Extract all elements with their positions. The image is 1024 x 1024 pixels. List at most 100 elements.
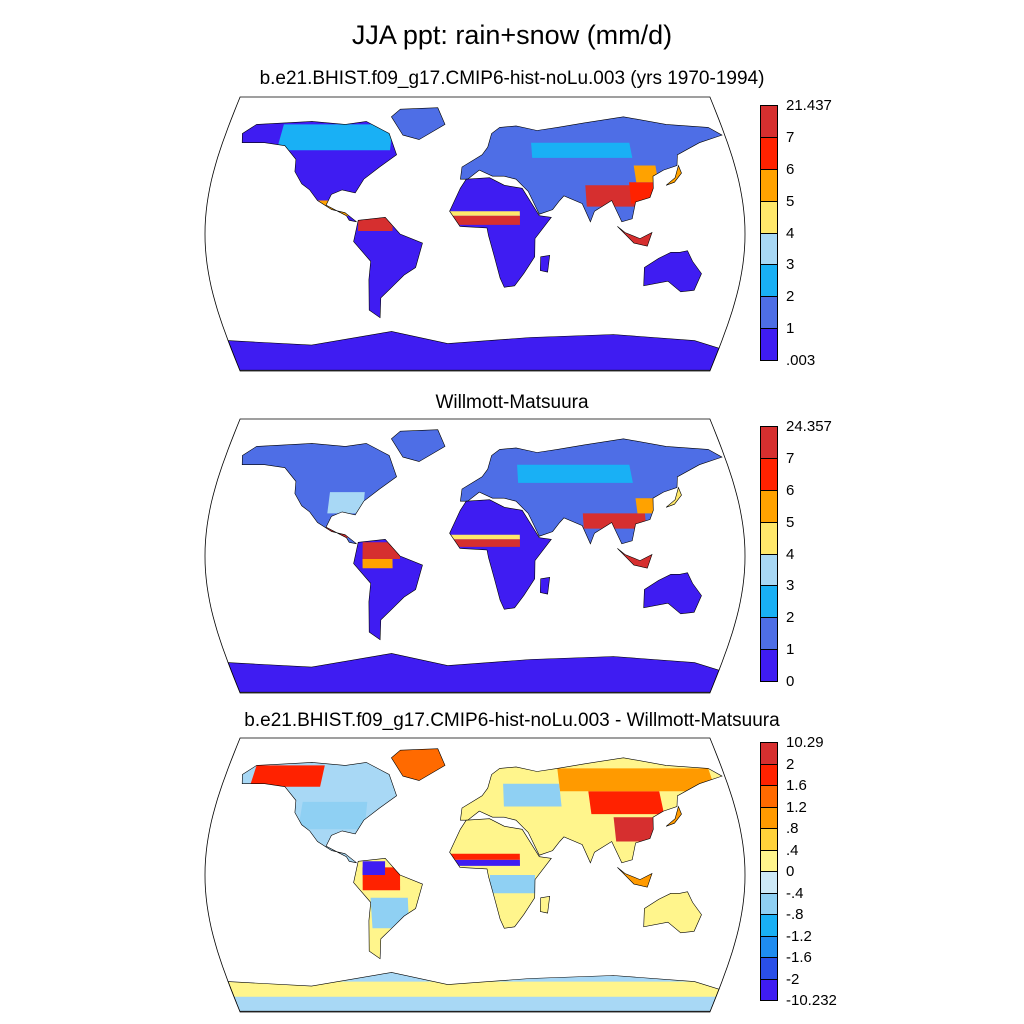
coastline bbox=[643, 891, 702, 934]
precip-field bbox=[449, 534, 520, 540]
colorbar-label: 1.6 bbox=[786, 777, 807, 794]
colorbar-label: -.8 bbox=[786, 906, 804, 923]
map-frame bbox=[204, 418, 746, 694]
land-region-af bbox=[449, 499, 552, 610]
colorbar-swatch bbox=[760, 849, 778, 872]
colorbar-label: 6 bbox=[786, 481, 795, 499]
precip-field bbox=[588, 791, 665, 815]
colorbar-swatch bbox=[760, 585, 778, 619]
precip-field bbox=[362, 542, 401, 559]
colorbar-label: 1 bbox=[786, 641, 795, 659]
colorbar-label: 3 bbox=[786, 256, 795, 274]
colorbar-label: 10.29 bbox=[786, 734, 824, 751]
colorbar-label: 4 bbox=[786, 224, 795, 242]
colorbar-label: 0 bbox=[786, 673, 795, 690]
land-region-gr bbox=[391, 429, 445, 462]
colorbar-label: 2 bbox=[786, 288, 795, 306]
land-region-af bbox=[449, 177, 552, 288]
precip-field bbox=[449, 211, 520, 216]
coastline bbox=[460, 757, 723, 864]
coastline bbox=[617, 867, 653, 888]
precip-field bbox=[449, 853, 520, 860]
colorbar-swatch bbox=[760, 617, 778, 651]
colorbar-swatch bbox=[760, 426, 778, 459]
colorbar-label: -1.2 bbox=[786, 927, 812, 945]
land-region-mg bbox=[540, 255, 550, 273]
colorbar-swatch bbox=[760, 457, 778, 491]
panel-title-model: b.e21.BHIST.f09_g17.CMIP6-hist-noLu.003 … bbox=[259, 68, 765, 89]
precip-field bbox=[629, 182, 661, 204]
colorbar-label: 21.437 bbox=[786, 97, 832, 114]
colorbar-label: 0 bbox=[786, 863, 795, 880]
colorbar-swatch bbox=[760, 649, 778, 682]
land-region-na bbox=[242, 443, 397, 544]
colorbar-label: 24.357 bbox=[786, 418, 832, 435]
land-region-jp bbox=[666, 165, 682, 186]
precip-field bbox=[557, 768, 716, 792]
colorbar-swatch bbox=[760, 296, 778, 330]
map-diff bbox=[204, 737, 746, 1013]
colorbar-label: -.4 bbox=[786, 884, 804, 902]
coastline bbox=[460, 438, 723, 545]
precip-field bbox=[370, 897, 410, 929]
map-frame bbox=[204, 737, 746, 1013]
coastline bbox=[539, 254, 551, 273]
colorbar-swatch bbox=[760, 521, 778, 555]
colorbar-label: 5 bbox=[786, 192, 795, 210]
colorbar-swatch bbox=[760, 935, 778, 958]
precip-field bbox=[633, 165, 659, 183]
coastline bbox=[539, 895, 551, 914]
colorbar-label: 5 bbox=[786, 513, 795, 531]
coastline bbox=[665, 805, 682, 827]
land-region-jp bbox=[666, 806, 682, 827]
land-region-gr bbox=[391, 748, 445, 781]
land-region-au bbox=[643, 250, 702, 292]
colorbar-label: 1.2 bbox=[786, 798, 807, 816]
colorbar-swatch bbox=[760, 742, 778, 765]
colorbar-swatch bbox=[760, 168, 778, 202]
land-region-au bbox=[643, 572, 702, 614]
precip-field bbox=[298, 801, 368, 830]
coastline bbox=[241, 762, 397, 864]
land-region-jp bbox=[666, 487, 682, 508]
colorbar-label: -10.232 bbox=[786, 992, 837, 1009]
land-region-sa bbox=[353, 217, 423, 318]
precip-field bbox=[362, 861, 386, 875]
colorbar-label: 2 bbox=[786, 609, 795, 627]
land-region-an bbox=[228, 331, 719, 371]
colorbar-swatch bbox=[760, 978, 778, 1001]
precip-field bbox=[327, 492, 365, 514]
land-region-af bbox=[449, 818, 552, 929]
colorbar-label: 7 bbox=[786, 128, 795, 146]
panel-title-diff: b.e21.BHIST.f09_g17.CMIP6-hist-noLu.003 … bbox=[244, 710, 780, 731]
colorbar-swatch bbox=[760, 553, 778, 587]
precip-field bbox=[358, 217, 393, 231]
colorbar-label: .003 bbox=[786, 352, 816, 369]
map-model bbox=[204, 96, 746, 372]
coastline bbox=[617, 226, 653, 247]
colorbar-swatch bbox=[760, 105, 778, 138]
coastline bbox=[449, 818, 552, 929]
precip-field bbox=[449, 859, 520, 866]
coastline bbox=[353, 538, 423, 641]
coastline bbox=[617, 548, 653, 569]
colorbar-label: 6 bbox=[786, 160, 795, 178]
precip-field bbox=[517, 464, 633, 483]
colorbar-swatch bbox=[760, 763, 778, 786]
colorbar-label: 2 bbox=[786, 755, 795, 773]
land-region-gr bbox=[391, 107, 445, 140]
land-region-ind bbox=[617, 867, 652, 888]
land-region-ind bbox=[617, 226, 652, 247]
coastline bbox=[227, 331, 720, 371]
coastline bbox=[449, 499, 552, 610]
colorbar-swatch bbox=[760, 232, 778, 266]
precip-field bbox=[325, 525, 349, 538]
land-region-ind bbox=[617, 548, 652, 569]
coastline bbox=[353, 216, 423, 319]
coastline bbox=[227, 972, 720, 1012]
precip-field bbox=[635, 498, 660, 514]
colorbar-swatch bbox=[760, 871, 778, 894]
coastline bbox=[241, 121, 397, 223]
panel-title-obs: Willmott-Matsuura bbox=[435, 392, 589, 413]
coastline bbox=[460, 116, 723, 223]
